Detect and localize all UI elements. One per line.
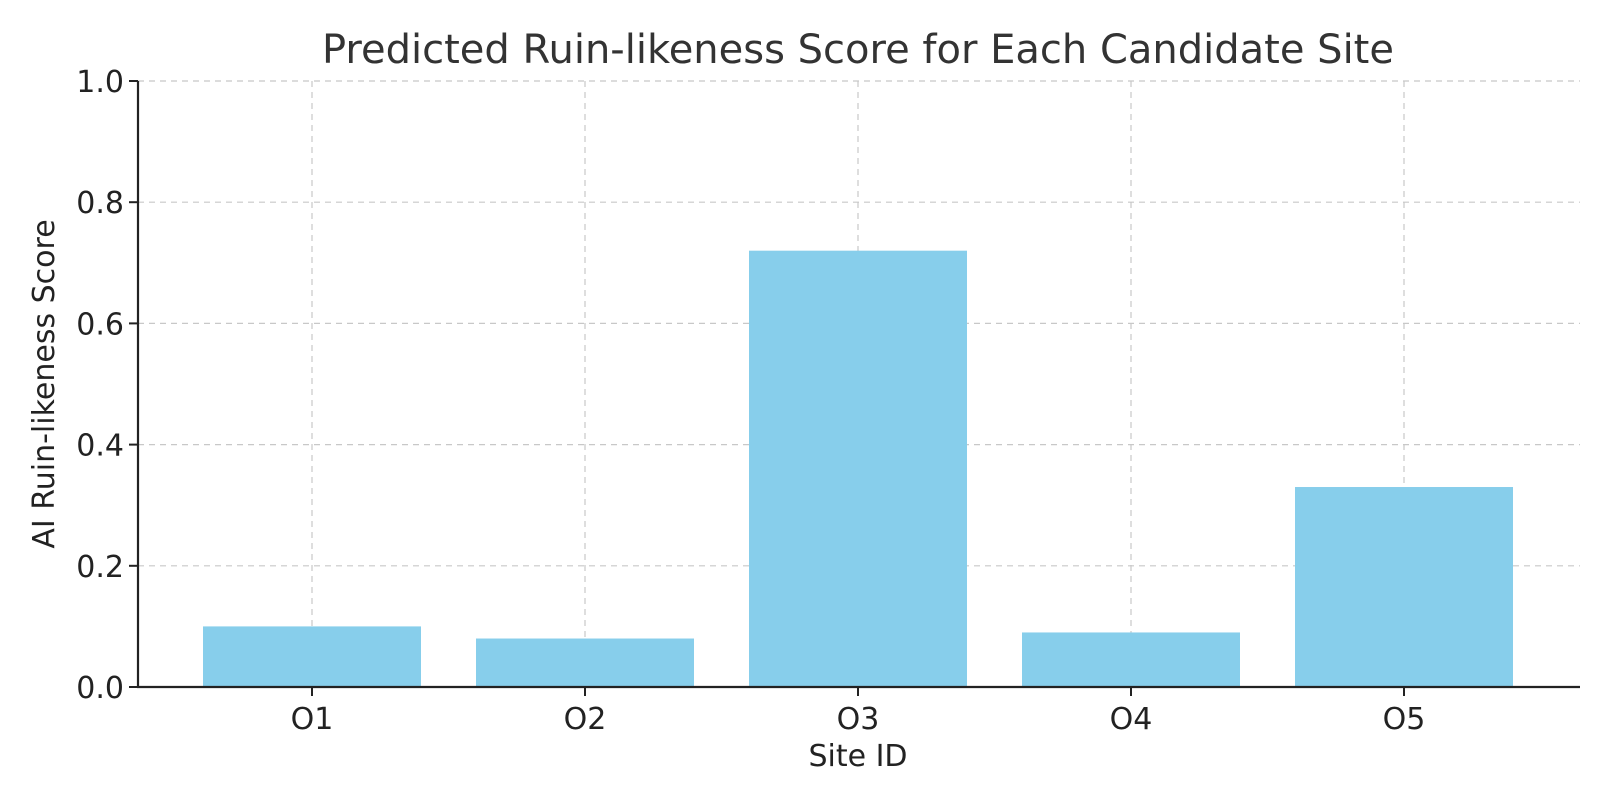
bar-o5 xyxy=(1295,487,1513,687)
x-tick-label: O5 xyxy=(1383,702,1426,737)
y-tick-label: 0.0 xyxy=(76,671,124,706)
bar-o2 xyxy=(476,638,694,687)
ticks: 0.0 0.2 0.4 0.6 0.8 1.0 O1 O2 O3 O4 O5 xyxy=(76,65,1425,737)
y-tick-label: 0.4 xyxy=(76,429,124,464)
y-axis-label: AI Ruin-likeness Score xyxy=(27,219,62,548)
bar-o3 xyxy=(749,250,967,687)
x-tick-label: O2 xyxy=(564,702,607,737)
y-tick-label: 0.6 xyxy=(76,307,124,342)
x-tick-label: O3 xyxy=(837,702,880,737)
x-tick-label: O1 xyxy=(291,702,334,737)
x-axis-label: Site ID xyxy=(808,739,907,774)
y-tick-label: 0.2 xyxy=(76,550,124,585)
bars xyxy=(203,250,1513,687)
y-tick-label: 0.8 xyxy=(76,186,124,221)
chart-title: Predicted Ruin-likeness Score for Each C… xyxy=(322,27,1394,73)
bar-o1 xyxy=(203,626,421,687)
x-tick-label: O4 xyxy=(1110,702,1153,737)
bar-o4 xyxy=(1022,632,1240,687)
y-tick-label: 1.0 xyxy=(76,65,124,100)
